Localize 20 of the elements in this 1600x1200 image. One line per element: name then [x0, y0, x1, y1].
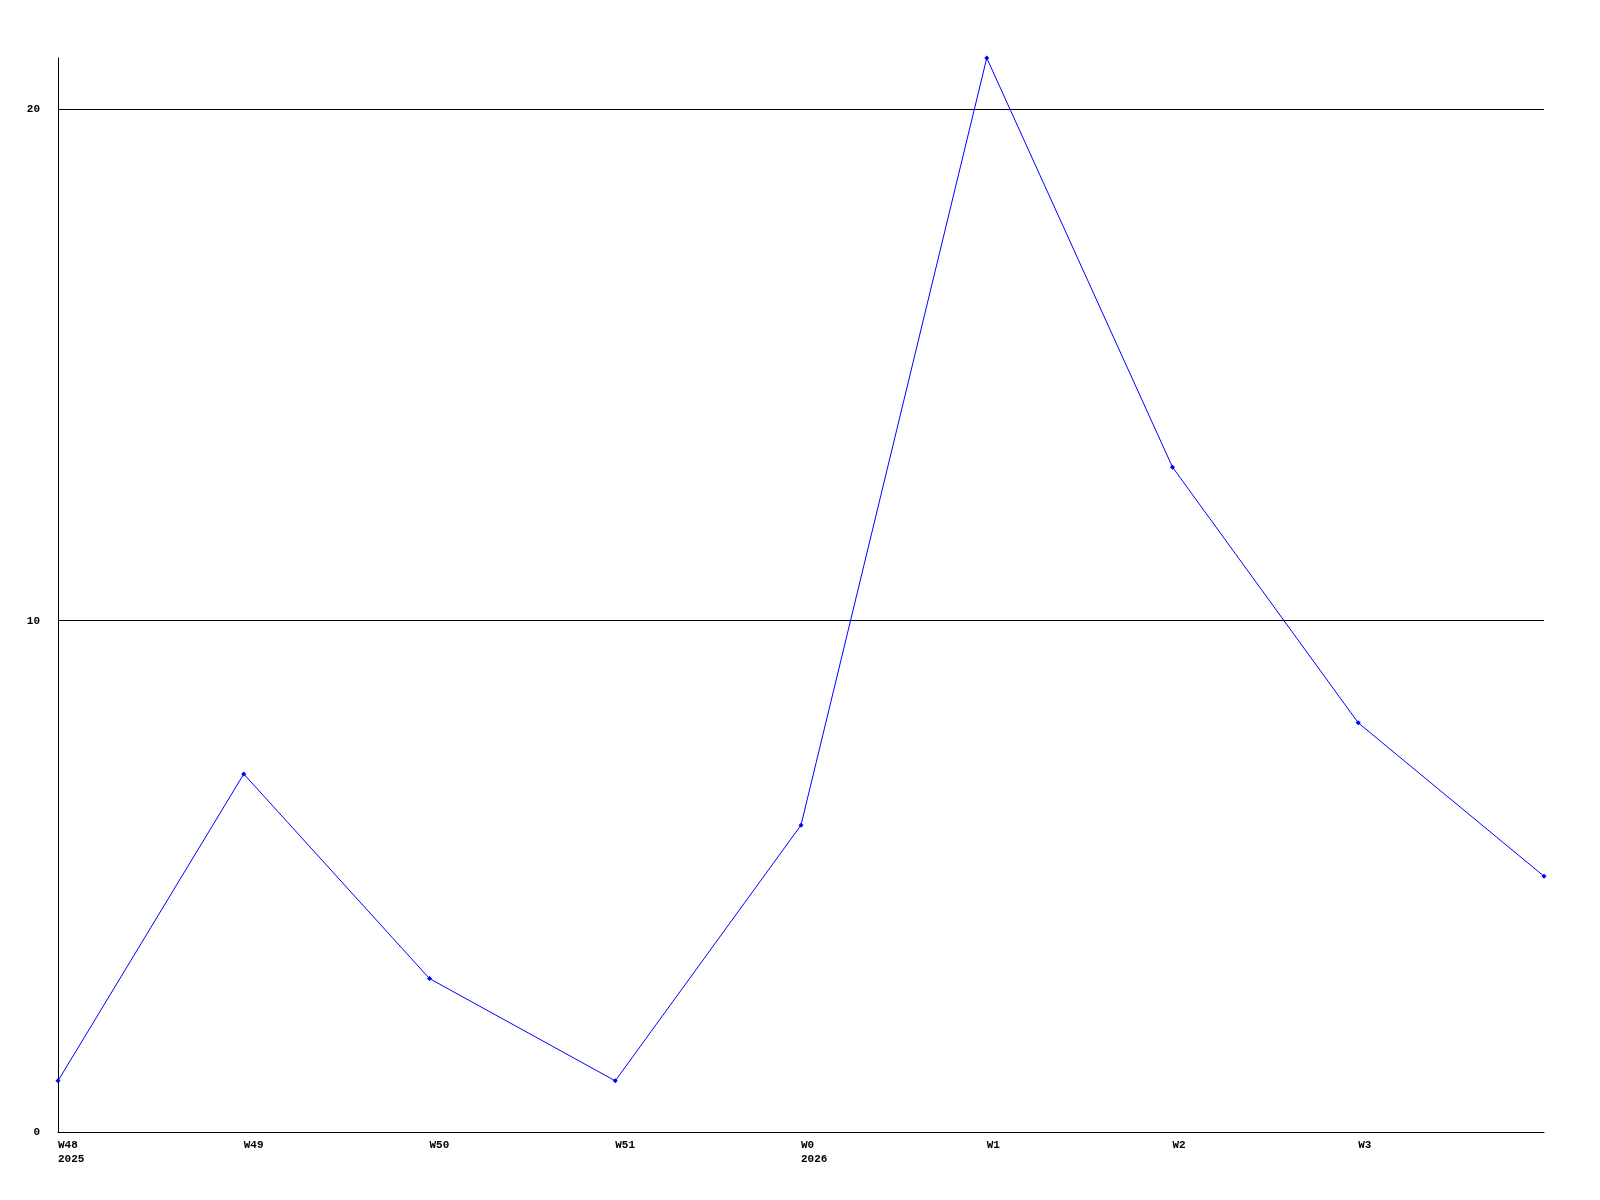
point — [984, 55, 990, 61]
y-tick-label: 10 — [26, 614, 40, 627]
x-tick-label: W1 — [986, 1139, 1001, 1151]
point — [427, 976, 432, 982]
y-tick-label: 20 — [26, 103, 40, 116]
point — [55, 1078, 61, 1084]
x-tick-label: W50 — [429, 1139, 450, 1151]
y-tick-label: 0 — [33, 1126, 40, 1138]
x-tick-label: W48 2025 — [58, 1139, 85, 1165]
x-tick-label: W2 — [1172, 1139, 1186, 1151]
point — [1355, 720, 1361, 726]
x-tick-label: W49 — [243, 1139, 264, 1151]
x-tick-label: W51 — [615, 1139, 636, 1151]
point — [612, 1078, 618, 1084]
point — [798, 822, 804, 828]
point — [1170, 464, 1175, 470]
point — [1541, 873, 1547, 879]
x-tick-label: W3 — [1358, 1139, 1372, 1151]
x-tick-label: W0 2026 — [801, 1139, 828, 1165]
point — [241, 771, 247, 777]
